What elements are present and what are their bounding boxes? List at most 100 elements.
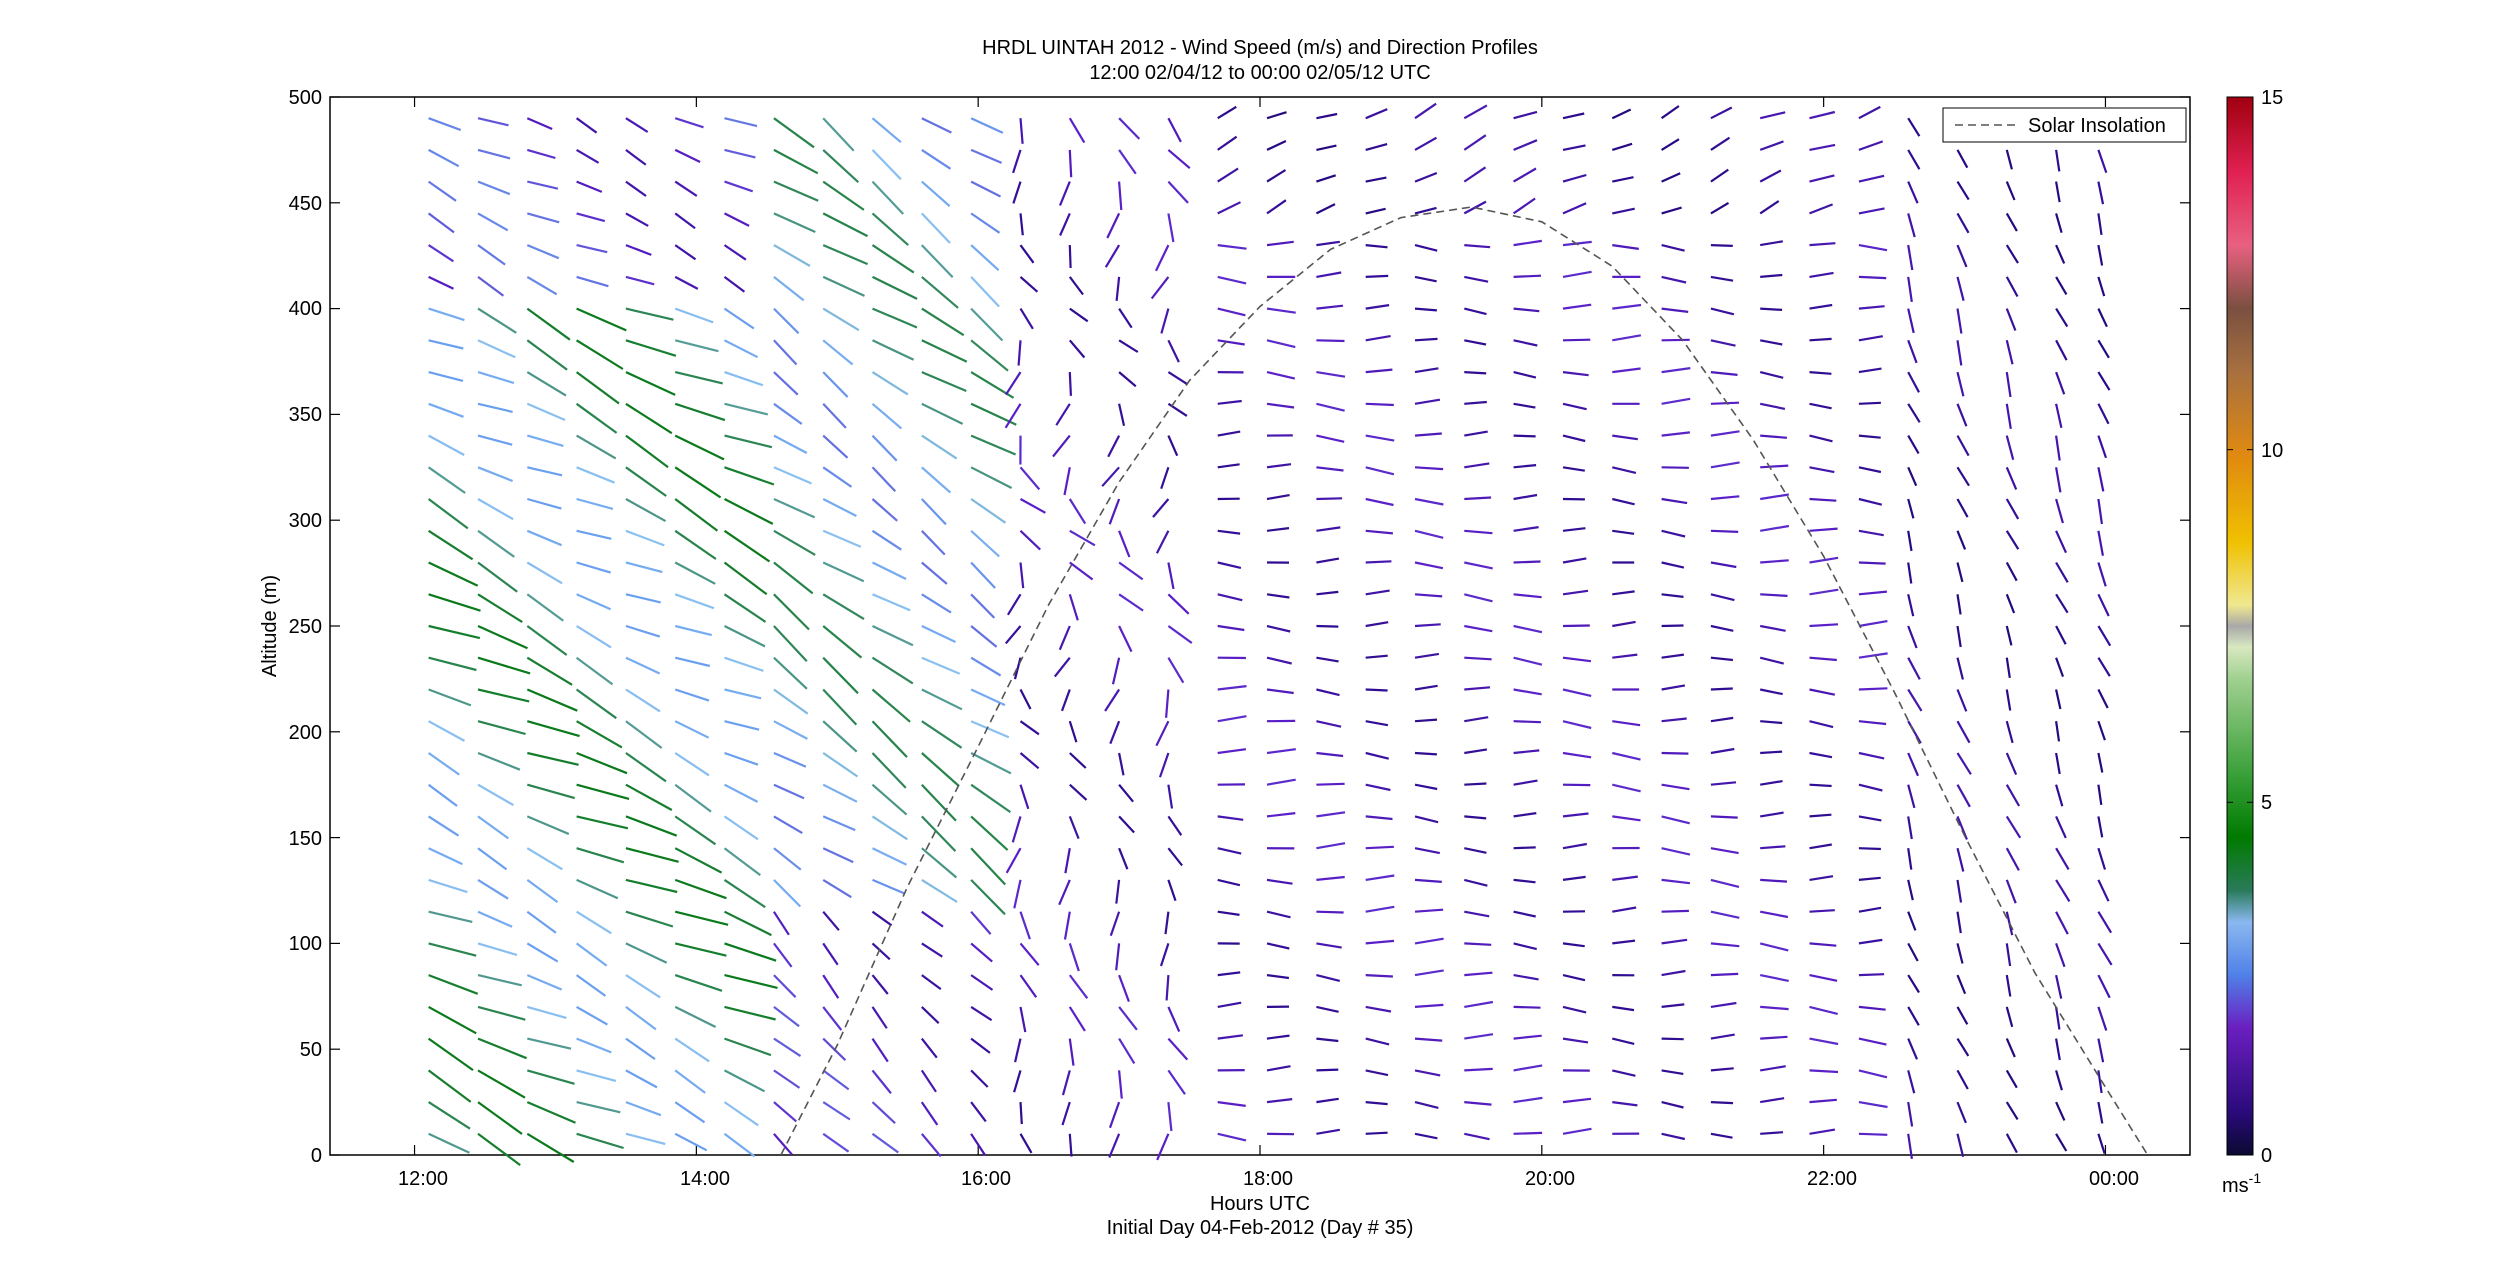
- wind-vector: [526, 434, 564, 447]
- wind-vector: [1019, 1006, 1027, 1033]
- wind-vector: [576, 878, 619, 900]
- wind-vector: [724, 402, 769, 416]
- wind-vector: [1316, 688, 1340, 697]
- wind-vector: [970, 720, 1010, 739]
- wind-vector: [2097, 371, 2111, 391]
- wind-vector: [1068, 149, 1073, 178]
- wind-vector: [724, 1037, 772, 1057]
- wind-vector: [2055, 213, 2063, 234]
- wind-vector: [477, 974, 522, 987]
- wind-vector: [1907, 435, 1920, 455]
- wind-vector: [1760, 1005, 1789, 1011]
- wind-vector: [1809, 974, 1838, 982]
- wind-vector: [575, 117, 598, 134]
- wind-vector: [1513, 339, 1538, 347]
- y-tick-label: 300: [289, 510, 322, 532]
- wind-vector: [1014, 1038, 1022, 1063]
- wind-vector: [1809, 720, 1834, 729]
- wind-vector: [1053, 657, 1071, 678]
- wind-vector: [1069, 561, 1094, 581]
- wind-vector: [2097, 1070, 2103, 1094]
- wind-vector: [1956, 847, 1965, 872]
- wind-vector: [871, 244, 915, 274]
- wind-vector: [921, 402, 964, 425]
- wind-vector: [2055, 339, 2068, 361]
- wind-vector: [1365, 335, 1391, 342]
- wind-vector: [1108, 498, 1121, 525]
- wind-vector: [1760, 434, 1787, 439]
- wind-vector: [1513, 846, 1536, 850]
- wind-vector: [1464, 748, 1488, 755]
- wind-vector: [1266, 371, 1296, 380]
- wind-vector: [2097, 181, 2105, 205]
- wind-vector: [674, 212, 696, 230]
- wind-vector: [1710, 401, 1740, 405]
- wind-vector: [2055, 1038, 2061, 1061]
- wind-vector: [1513, 974, 1539, 981]
- wind-vector: [1513, 910, 1536, 918]
- wind-vector: [1118, 371, 1137, 388]
- wind-vector: [526, 879, 559, 903]
- wind-vector: [1068, 117, 1086, 144]
- wind-vector: [1907, 181, 1919, 204]
- wind-vector: [1167, 1037, 1189, 1061]
- wind-vector: [1011, 816, 1022, 843]
- wind-vector: [724, 180, 754, 193]
- wind-vector: [1513, 371, 1537, 379]
- wind-vector: [871, 149, 902, 181]
- wind-vector: [1562, 371, 1589, 377]
- wind-vector: [674, 561, 716, 585]
- wind-vector: [1217, 685, 1247, 691]
- wind-vector: [625, 688, 661, 713]
- wind-vector: [1464, 782, 1487, 786]
- wind-vector: [625, 1037, 656, 1060]
- wind-vector: [1710, 561, 1737, 569]
- wind-vector: [1316, 339, 1345, 343]
- wind-vector: [1907, 308, 1915, 334]
- wind-vector: [1513, 464, 1537, 469]
- wind-vector: [576, 783, 630, 800]
- wind-vector: [1809, 371, 1832, 375]
- wind-vector: [970, 1037, 991, 1054]
- wind-vector: [1907, 688, 1923, 712]
- wind-vector: [1661, 206, 1682, 215]
- wind-vector: [625, 561, 663, 574]
- wind-vector: [427, 498, 469, 530]
- wind-vector: [1907, 1070, 1916, 1094]
- wind-vector: [2055, 1006, 2061, 1030]
- wind-vector: [871, 117, 902, 144]
- wind-vector: [921, 656, 961, 675]
- wind-vector: [2055, 721, 2061, 742]
- wind-vector: [1612, 783, 1641, 793]
- wind-vector: [1513, 239, 1542, 247]
- wind-vector: [1107, 435, 1121, 458]
- wind-vector: [1167, 879, 1177, 902]
- wind-vector: [1316, 466, 1344, 472]
- wind-vector: [527, 1005, 567, 1019]
- wind-vector: [1956, 943, 1964, 964]
- wind-vector: [1907, 149, 1921, 170]
- wind-vector: [1108, 1101, 1121, 1129]
- wind-vector: [1061, 1070, 1071, 1096]
- wind-vector: [526, 307, 571, 341]
- wind-vector: [970, 466, 1013, 489]
- wind-vector: [1159, 943, 1170, 967]
- wind-vector: [1019, 244, 1035, 264]
- wind-vector: [527, 1037, 572, 1050]
- wind-vector: [1118, 752, 1125, 776]
- wind-vector: [822, 180, 865, 211]
- wind-vector: [1266, 494, 1290, 501]
- wind-vector: [2055, 276, 2068, 295]
- wind-vector: [1513, 1096, 1543, 1104]
- wind-vector: [477, 815, 509, 840]
- wind-vector: [822, 1069, 850, 1091]
- wind-vector: [1266, 593, 1290, 599]
- wind-vector: [477, 1132, 521, 1166]
- wind-vector: [871, 783, 908, 816]
- wind-vector: [1710, 1101, 1734, 1105]
- wind-vector: [1414, 593, 1443, 598]
- wind-vector: [1167, 657, 1185, 684]
- wind-vector: [871, 371, 909, 396]
- wind-vector: [1068, 720, 1078, 743]
- wind-vector: [2005, 689, 2012, 711]
